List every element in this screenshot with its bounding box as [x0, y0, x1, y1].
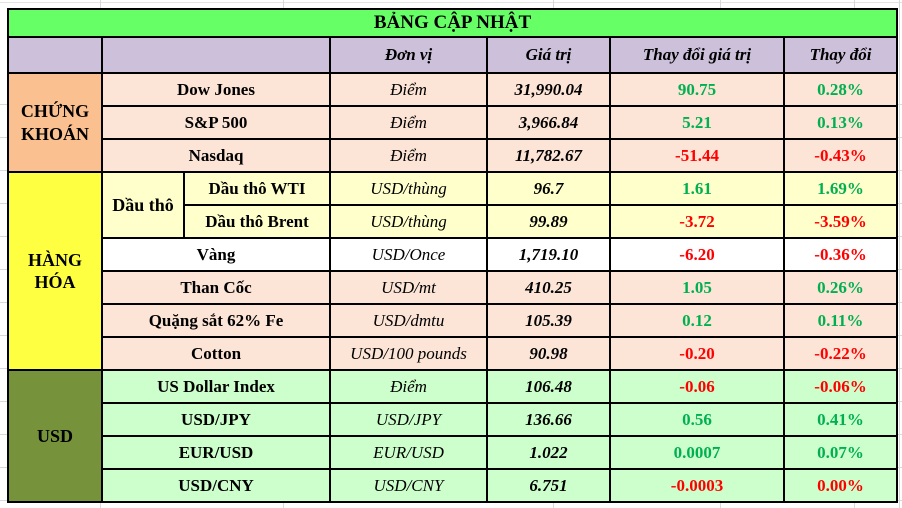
- cell-unit-wti[interactable]: USD/thùng: [329, 171, 488, 206]
- cell-change-usdjpy[interactable]: 0.56: [609, 402, 785, 437]
- cell-pct-eurusd[interactable]: 0.07%: [783, 435, 898, 470]
- cell-name-gold[interactable]: Vàng: [101, 237, 331, 272]
- cell-pct-usdcny[interactable]: 0.00%: [783, 468, 898, 503]
- cell-name-iron-ore[interactable]: Quặng sắt 62% Fe: [101, 303, 331, 338]
- cell-unit-gold[interactable]: USD/Once: [329, 237, 488, 272]
- cell-unit-usdjpy[interactable]: USD/JPY: [329, 402, 488, 437]
- group-stocks[interactable]: CHỨNG KHOÁN: [7, 72, 103, 173]
- cell-pct-gold[interactable]: -0.36%: [783, 237, 898, 272]
- cell-value-eurusd[interactable]: 1.022: [486, 435, 611, 470]
- cell-pct-coke[interactable]: 0.26%: [783, 270, 898, 305]
- cell-change-usdcny[interactable]: -0.0003: [609, 468, 785, 503]
- cell-value-iron-ore[interactable]: 105.39: [486, 303, 611, 338]
- cell-name-dow-jones[interactable]: Dow Jones: [101, 72, 331, 107]
- cell-change-nasdaq[interactable]: -51.44: [609, 138, 785, 173]
- cell-pct-sp500[interactable]: 0.13%: [783, 105, 898, 140]
- cell-value-nasdaq[interactable]: 11,782.67: [486, 138, 611, 173]
- cell-name-usdjpy[interactable]: USD/JPY: [101, 402, 331, 437]
- cell-value-dxy[interactable]: 106.48: [486, 369, 611, 404]
- cell-value-cotton[interactable]: 90.98: [486, 336, 611, 371]
- cell-value-usdcny[interactable]: 6.751: [486, 468, 611, 503]
- cell-value-sp500[interactable]: 3,966.84: [486, 105, 611, 140]
- cell-pct-dow-jones[interactable]: 0.28%: [783, 72, 898, 107]
- cell-name-sp500[interactable]: S&P 500: [101, 105, 331, 140]
- gridline-row-ticks-right: [896, 72, 902, 502]
- cell-name-cotton[interactable]: Cotton: [101, 336, 331, 371]
- cell-unit-iron-ore[interactable]: USD/dmtu: [329, 303, 488, 338]
- gridline-tick: [100, 0, 101, 8]
- header-unit: Đơn vị: [329, 36, 488, 74]
- cell-pct-iron-ore[interactable]: 0.11%: [783, 303, 898, 338]
- group-commodities[interactable]: HÀNG HÓA: [7, 171, 103, 371]
- cell-name-dxy[interactable]: US Dollar Index: [101, 369, 331, 404]
- gridline-tick: [854, 0, 855, 8]
- cell-unit-cotton[interactable]: USD/100 pounds: [329, 336, 488, 371]
- cell-change-dow-jones[interactable]: 90.75: [609, 72, 785, 107]
- gridline-tick: [553, 501, 554, 508]
- cell-pct-cotton[interactable]: -0.22%: [783, 336, 898, 371]
- cell-pct-usdjpy[interactable]: 0.41%: [783, 402, 898, 437]
- cell-pct-dxy[interactable]: -0.06%: [783, 369, 898, 404]
- cell-name-coke[interactable]: Than Cốc: [101, 270, 331, 305]
- cell-unit-sp500[interactable]: Điểm: [329, 105, 488, 140]
- table-title: BẢNG CẬP NHẬT: [7, 8, 898, 38]
- cell-unit-coke[interactable]: USD/mt: [329, 270, 488, 305]
- cell-change-cotton[interactable]: -0.20: [609, 336, 785, 371]
- group-usd[interactable]: USD: [7, 369, 103, 503]
- cell-unit-dow-jones[interactable]: Điểm: [329, 72, 488, 107]
- cell-change-sp500[interactable]: 5.21: [609, 105, 785, 140]
- cell-value-usdjpy[interactable]: 136.66: [486, 402, 611, 437]
- cell-pct-brent[interactable]: -3.59%: [783, 204, 898, 239]
- gridline-tick: [720, 0, 721, 8]
- cell-name-brent[interactable]: Dầu thô Brent: [183, 204, 331, 239]
- cell-unit-nasdaq[interactable]: Điểm: [329, 138, 488, 173]
- gridline-tick: [720, 501, 721, 508]
- gridline-top: [0, 2, 902, 3]
- header-blank-name: [101, 36, 331, 74]
- cell-name-eurusd[interactable]: EUR/USD: [101, 435, 331, 470]
- header-change-value: Thay đổi giá trị: [609, 36, 785, 74]
- gridline-tick: [854, 501, 855, 508]
- cell-value-gold[interactable]: 1,719.10: [486, 237, 611, 272]
- cell-pct-wti[interactable]: 1.69%: [783, 171, 898, 206]
- gridline-tick: [283, 0, 284, 8]
- cell-change-brent[interactable]: -3.72: [609, 204, 785, 239]
- cell-value-wti[interactable]: 96.7: [486, 171, 611, 206]
- cell-name-usdcny[interactable]: USD/CNY: [101, 468, 331, 503]
- cell-value-dow-jones[interactable]: 31,990.04: [486, 72, 611, 107]
- cell-change-dxy[interactable]: -0.06: [609, 369, 785, 404]
- cell-change-iron-ore[interactable]: 0.12: [609, 303, 785, 338]
- cell-change-eurusd[interactable]: 0.0007: [609, 435, 785, 470]
- cell-value-coke[interactable]: 410.25: [486, 270, 611, 305]
- cell-unit-dxy[interactable]: Điểm: [329, 369, 488, 404]
- cell-value-brent[interactable]: 99.89: [486, 204, 611, 239]
- gridline-tick: [553, 0, 554, 8]
- cell-unit-eurusd[interactable]: EUR/USD: [329, 435, 488, 470]
- gridline-tick: [283, 501, 284, 508]
- update-table: BẢNG CẬP NHẬT Đơn vị Giá trị Thay đổi gi…: [7, 8, 898, 503]
- cell-unit-brent[interactable]: USD/thùng: [329, 204, 488, 239]
- cell-change-gold[interactable]: -6.20: [609, 237, 785, 272]
- header-blank-group: [7, 36, 103, 74]
- subgroup-crude-oil[interactable]: Dầu thô: [101, 171, 185, 239]
- cell-name-nasdaq[interactable]: Nasdaq: [101, 138, 331, 173]
- cell-pct-nasdaq[interactable]: -0.43%: [783, 138, 898, 173]
- gridline-row-ticks-left: [0, 72, 7, 502]
- cell-change-wti[interactable]: 1.61: [609, 171, 785, 206]
- header-change-pct: Thay đổi: [783, 36, 898, 74]
- gridline-tick: [100, 501, 101, 508]
- cell-name-wti[interactable]: Dầu thô WTI: [183, 171, 331, 206]
- cell-change-coke[interactable]: 1.05: [609, 270, 785, 305]
- cell-unit-usdcny[interactable]: USD/CNY: [329, 468, 488, 503]
- header-value: Giá trị: [486, 36, 611, 74]
